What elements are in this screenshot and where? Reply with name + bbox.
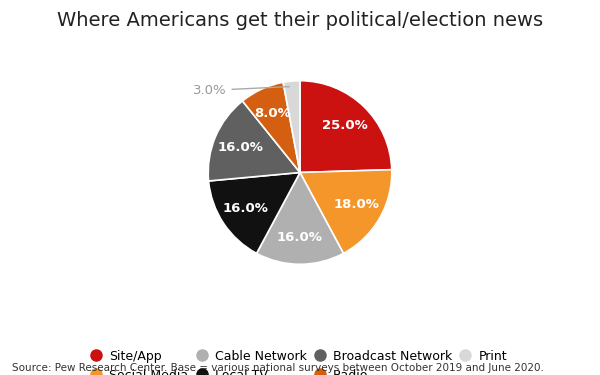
Wedge shape (283, 81, 300, 172)
Text: 16.0%: 16.0% (223, 202, 269, 215)
Legend: Site/App, Social Media, Cable Network, Local TV, Broadcast Network, Radio, Print: Site/App, Social Media, Cable Network, L… (93, 350, 507, 375)
Wedge shape (300, 170, 392, 254)
Text: 16.0%: 16.0% (217, 141, 263, 154)
Text: Where Americans get their political/election news: Where Americans get their political/elec… (57, 11, 543, 30)
Text: 8.0%: 8.0% (254, 107, 291, 120)
Text: 18.0%: 18.0% (333, 198, 379, 211)
Text: 25.0%: 25.0% (322, 120, 368, 132)
Text: 16.0%: 16.0% (277, 231, 323, 244)
Wedge shape (242, 82, 300, 172)
Wedge shape (209, 172, 300, 254)
Wedge shape (208, 101, 300, 181)
Text: 3.0%: 3.0% (193, 84, 289, 97)
Wedge shape (257, 172, 343, 264)
Text: Source: Pew Research Center. Base = various national surveys between October 201: Source: Pew Research Center. Base = vari… (12, 363, 544, 373)
Wedge shape (300, 81, 392, 172)
